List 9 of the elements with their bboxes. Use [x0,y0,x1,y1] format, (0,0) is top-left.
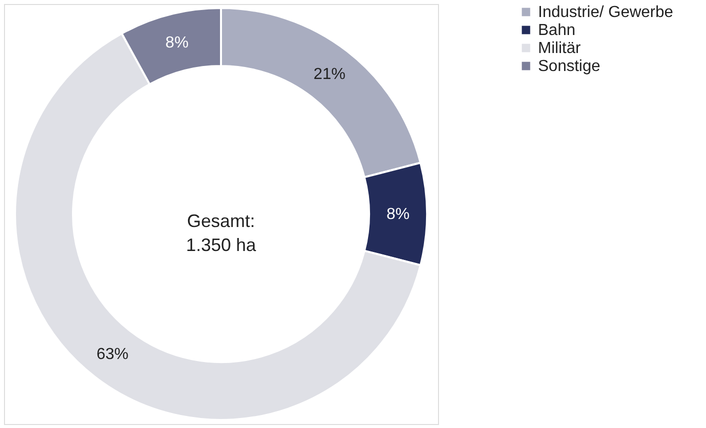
data-label: 63% [96,346,129,363]
legend-label: Bahn [538,22,576,39]
text: Gesamt: 1.350 ha [186,211,258,255]
data-label: 21% [313,66,346,84]
legend-label: Industrie/ Gewerbe [538,4,674,21]
legend-label: Militär [538,40,582,57]
data-label: 8% [165,34,189,52]
data-label: 8% [386,206,410,223]
legend-label: Sonstige [538,58,600,75]
